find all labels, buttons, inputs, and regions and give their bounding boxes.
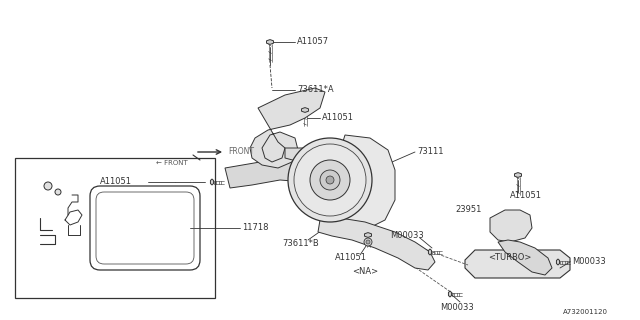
Polygon shape — [556, 259, 559, 265]
Text: 23951: 23951 — [455, 205, 481, 214]
Text: 73111: 73111 — [417, 148, 444, 156]
Text: ← FRONT: ← FRONT — [156, 160, 188, 166]
Circle shape — [320, 170, 340, 190]
Circle shape — [44, 182, 52, 190]
Polygon shape — [285, 148, 348, 168]
Polygon shape — [225, 160, 315, 188]
Polygon shape — [250, 88, 325, 168]
Polygon shape — [320, 135, 395, 230]
Text: 11718: 11718 — [242, 223, 269, 233]
Polygon shape — [266, 40, 273, 44]
Text: A11051: A11051 — [322, 114, 354, 123]
Circle shape — [294, 144, 366, 216]
Circle shape — [310, 160, 350, 200]
Text: A11051: A11051 — [100, 178, 132, 187]
Circle shape — [364, 238, 372, 246]
Polygon shape — [211, 179, 214, 185]
Text: <TURBO>: <TURBO> — [488, 253, 531, 262]
Polygon shape — [490, 210, 532, 242]
Text: 73611*A: 73611*A — [297, 85, 333, 94]
Polygon shape — [449, 291, 452, 297]
Polygon shape — [365, 233, 371, 237]
Text: FRONT: FRONT — [228, 148, 254, 156]
Polygon shape — [515, 172, 522, 177]
Circle shape — [366, 240, 370, 244]
Text: M00033: M00033 — [440, 303, 474, 313]
Circle shape — [326, 176, 334, 184]
Polygon shape — [301, 108, 308, 112]
Text: 73611*B: 73611*B — [282, 238, 319, 247]
Polygon shape — [498, 240, 552, 275]
Polygon shape — [318, 218, 435, 270]
Text: A11057: A11057 — [297, 37, 329, 46]
Text: M00033: M00033 — [572, 258, 605, 267]
Polygon shape — [428, 249, 431, 255]
Text: M00033: M00033 — [390, 230, 424, 239]
Text: A732001120: A732001120 — [563, 309, 608, 315]
Circle shape — [55, 189, 61, 195]
Text: A11051: A11051 — [335, 253, 367, 262]
Polygon shape — [465, 250, 570, 278]
Circle shape — [288, 138, 372, 222]
Bar — [15, 158, 215, 298]
Text: <NA>: <NA> — [352, 268, 378, 276]
Text: A11051: A11051 — [510, 190, 542, 199]
